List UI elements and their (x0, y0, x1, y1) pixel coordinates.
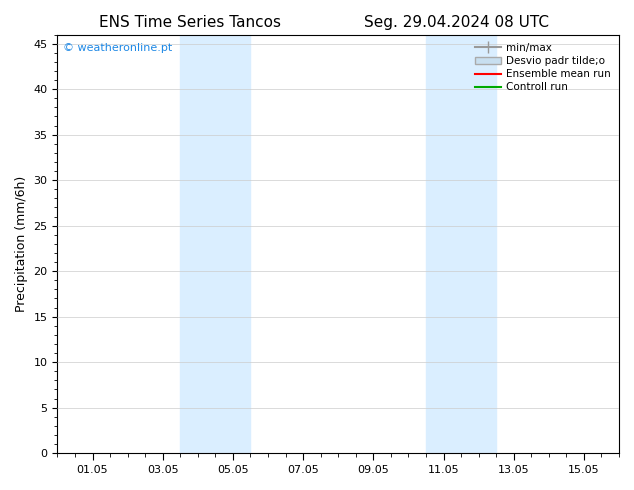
Bar (180, 35, 250, 453)
Y-axis label: Precipitation (mm/6h): Precipitation (mm/6h) (15, 176, 28, 312)
Text: © weatheronline.pt: © weatheronline.pt (63, 43, 172, 53)
Text: ENS Time Series Tancos: ENS Time Series Tancos (99, 15, 281, 30)
Bar (426, 35, 496, 453)
Legend: min/max, Desvio padr tilde;o, Ensemble mean run, Controll run: min/max, Desvio padr tilde;o, Ensemble m… (472, 40, 614, 96)
Text: Seg. 29.04.2024 08 UTC: Seg. 29.04.2024 08 UTC (364, 15, 549, 30)
